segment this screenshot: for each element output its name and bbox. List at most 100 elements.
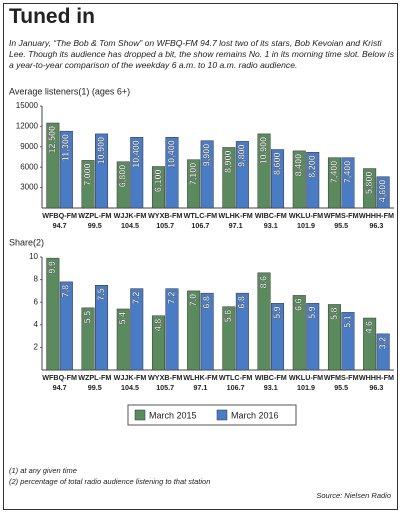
bar xyxy=(306,303,320,371)
bar xyxy=(187,159,201,209)
y-axis-label: Average listeners(1) (ages 6+) xyxy=(9,86,130,96)
value-label: 7,100 xyxy=(188,163,198,186)
x-tick-label: WTLC-FM xyxy=(219,373,253,382)
legend-box xyxy=(127,404,297,426)
value-label: 10,400 xyxy=(131,140,141,168)
bar xyxy=(165,288,179,371)
bar xyxy=(222,147,236,209)
y-axis-label: Share(2) xyxy=(9,237,44,247)
bar xyxy=(292,295,306,371)
value-label: 10,900 xyxy=(96,137,106,165)
bar xyxy=(363,317,377,371)
x-tick-label: WZPL-FM xyxy=(78,373,111,382)
bar xyxy=(327,157,341,209)
value-label: 5.9 xyxy=(307,306,317,319)
y-tick-label: 10 xyxy=(29,252,38,261)
bar xyxy=(292,150,306,209)
value-label: 6.8 xyxy=(202,296,212,309)
value-label: 7,400 xyxy=(329,161,339,184)
y-tick-label: 2 xyxy=(34,343,39,352)
y-tick-label: 12000 xyxy=(16,122,39,131)
bar xyxy=(235,141,249,209)
footnote: (1) at any given time xyxy=(9,466,77,475)
value-label: 12,500 xyxy=(47,126,57,154)
y-tick-label: 9000 xyxy=(20,142,38,151)
value-label: 8.6 xyxy=(258,276,268,289)
source: Source: Nielsen Radio xyxy=(316,491,391,500)
bar xyxy=(341,157,355,209)
x-tick-sublabel: 97.1 xyxy=(229,221,243,230)
value-label: 5.5 xyxy=(82,311,92,324)
x-tick-sublabel: 101.9 xyxy=(297,383,315,392)
x-tick-sublabel: 101.9 xyxy=(297,221,315,230)
value-label: 11,300 xyxy=(61,134,71,161)
x-tick-label: WYXB-FM xyxy=(148,211,182,220)
frame xyxy=(3,3,398,510)
value-label: 4,600 xyxy=(378,180,388,203)
x-tick-label: WKLU-FM xyxy=(289,373,323,382)
bar xyxy=(306,151,320,209)
title: Tuned in xyxy=(9,5,95,28)
x-tick-label: WFMS-FM xyxy=(324,373,359,382)
x-tick-label: WIBC-FM xyxy=(255,373,287,382)
value-label: 8,400 xyxy=(294,154,304,177)
bar xyxy=(81,307,95,371)
x-tick-label: WFMS-FM xyxy=(324,211,359,220)
bar xyxy=(222,306,236,371)
bar xyxy=(95,285,109,371)
value-label: 5.6 xyxy=(223,310,233,323)
value-label: 7.5 xyxy=(96,288,106,301)
x-tick-label: WHHH-FM xyxy=(359,373,394,382)
bar xyxy=(151,315,165,371)
bar xyxy=(363,168,377,209)
x-tick-sublabel: 104.5 xyxy=(121,383,139,392)
value-label: 10,900 xyxy=(258,137,268,165)
x-tick-sublabel: 106.7 xyxy=(227,383,245,392)
x-tick-sublabel: 106.7 xyxy=(191,221,209,230)
value-label: 8,600 xyxy=(272,153,282,176)
bar xyxy=(376,176,390,209)
value-label: 8,900 xyxy=(223,150,233,173)
x-tick-label: WYXB-FM xyxy=(148,373,182,382)
value-label: 7.2 xyxy=(166,292,176,305)
legend-label: March 2016 xyxy=(231,410,279,420)
x-tick-sublabel: 105.7 xyxy=(156,383,174,392)
bar xyxy=(130,288,144,371)
y-tick-label: 8 xyxy=(34,275,39,284)
value-label: 7.0 xyxy=(188,294,198,307)
footnote: (2) percentage of total radio audience l… xyxy=(9,477,211,486)
bar xyxy=(165,137,179,209)
bar xyxy=(151,166,165,209)
x-tick-label: WLHK-FM xyxy=(183,373,217,382)
intro: In January, “The Bob & Tom Show” on WFBQ… xyxy=(9,38,395,70)
bar xyxy=(271,303,285,371)
x-tick-label: WZPL-FM xyxy=(78,211,111,220)
x-tick-label: WIBC-FM xyxy=(255,211,287,220)
bar xyxy=(376,333,390,371)
value-label: 9,800 xyxy=(237,144,247,167)
y-tick-label: 3000 xyxy=(20,183,38,192)
value-label: 5.8 xyxy=(329,307,339,320)
value-label: 6.6 xyxy=(294,298,304,311)
x-tick-sublabel: 96.3 xyxy=(369,221,383,230)
value-label: 4.8 xyxy=(153,319,163,332)
bar xyxy=(235,292,249,371)
value-label: 5.1 xyxy=(342,315,352,328)
x-tick-sublabel: 93.1 xyxy=(264,221,278,230)
value-label: 5,800 xyxy=(364,172,374,195)
x-tick-sublabel: 97.1 xyxy=(193,383,207,392)
value-label: 10,400 xyxy=(166,140,176,168)
value-label: 6.8 xyxy=(237,296,247,309)
legend-swatch xyxy=(134,409,146,421)
bar xyxy=(116,308,130,371)
bar xyxy=(341,312,355,371)
x-tick-sublabel: 95.5 xyxy=(334,221,348,230)
bar xyxy=(130,137,144,209)
bar xyxy=(46,122,60,209)
legend-swatch xyxy=(216,409,228,421)
x-tick-label: WJJK-FM xyxy=(114,211,147,220)
value-label: 7.8 xyxy=(61,285,71,298)
value-label: 5.9 xyxy=(272,306,282,319)
x-tick-sublabel: 104.5 xyxy=(121,221,139,230)
